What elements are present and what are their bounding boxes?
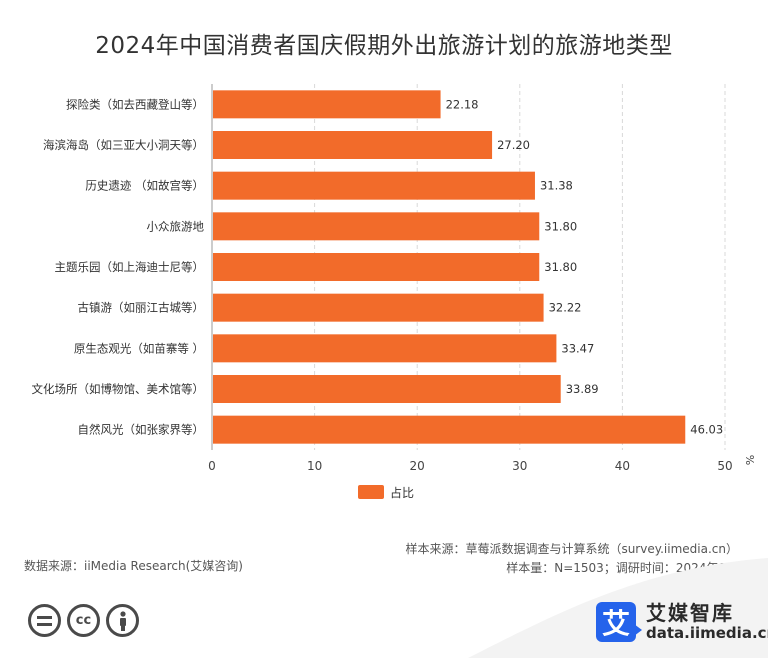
value-label: 27.20 (497, 138, 530, 152)
category-label: 古镇游（如丽江古城等） (78, 301, 205, 315)
license-icons: cc (28, 604, 139, 637)
bar (213, 90, 441, 119)
category-label: 小众旅游地 (147, 219, 205, 233)
legend-swatch (358, 485, 384, 499)
sample-source: 样本来源：草莓派数据调查与计算系统（survey.iimedia.cn） (405, 542, 738, 556)
value-label: 31.80 (544, 260, 577, 274)
brand-name: 艾媒智库 (646, 601, 734, 625)
bar (213, 212, 540, 241)
value-label: 22.18 (446, 97, 479, 111)
category-label: 探险类（如去西藏登山等） (66, 97, 204, 111)
category-label: 主题乐园（如上海迪士尼等） (55, 260, 205, 274)
category-label: 原生态观光（如苗寨等 ） (74, 341, 204, 355)
legend-label: 占比 (390, 485, 414, 500)
category-label: 文化场所（如博物馆、美术馆等） (32, 382, 205, 396)
person-icon (106, 604, 139, 637)
value-label: 33.89 (566, 382, 599, 396)
brand-url: data.iimedia.cn (646, 624, 768, 642)
value-label: 46.03 (690, 423, 723, 437)
bar (213, 293, 544, 322)
bar (213, 253, 540, 281)
brand-logo: 艾 (596, 602, 642, 642)
brand: 艾 艾媒智库 data.iimedia.cn (596, 602, 768, 642)
bar (213, 375, 561, 403)
value-label: 31.38 (540, 179, 573, 193)
value-label: 31.80 (544, 219, 577, 233)
x-tick-label: 30 (512, 459, 527, 473)
cc-icon: cc (67, 604, 100, 637)
x-unit-label: % (743, 455, 756, 465)
equal-icon (28, 604, 61, 637)
chart-title: 2024年中国消费者国庆假期外出旅游计划的旅游地类型 (95, 33, 673, 59)
category-label: 自然风光（如张家界等） (78, 423, 205, 437)
bar (213, 334, 557, 363)
sample-info: 样本量：N=1503；调研时间：2024年9月 (506, 561, 738, 575)
x-tick-label: 0 (208, 459, 216, 473)
category-label: 海滨海岛（如三亚大小洞天等） (43, 138, 204, 152)
data-source: 数据来源：iiMedia Research(艾媒咨询) (24, 559, 243, 573)
x-tick-label: 10 (307, 459, 322, 473)
category-label: 历史遗迹 （如故宫等） (85, 179, 204, 193)
value-label: 33.47 (561, 341, 594, 355)
bar (213, 415, 686, 444)
x-tick-label: 50 (717, 459, 732, 473)
bar-chart: 0 10 20 30 40 50 % 探险类（如去西藏登山等） 22.18 海滨海岛（如三亚大小洞… (32, 84, 756, 500)
bar (213, 171, 535, 200)
x-tick-label: 20 (410, 459, 425, 473)
bar (213, 131, 493, 159)
value-label: 32.22 (549, 301, 582, 315)
x-tick-label: 40 (615, 459, 630, 473)
